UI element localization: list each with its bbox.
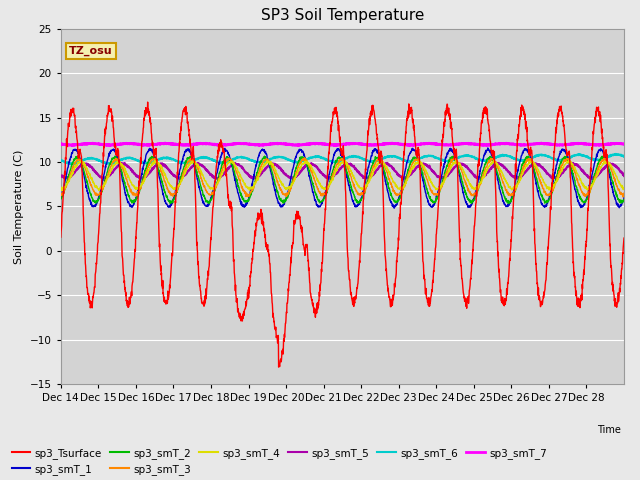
Legend: sp3_Tsurface, sp3_smT_1, sp3_smT_2, sp3_smT_3, sp3_smT_4, sp3_smT_5, sp3_smT_6, : sp3_Tsurface, sp3_smT_1, sp3_smT_2, sp3_… <box>12 448 547 475</box>
sp3_smT_3 <box>359 192 367 197</box>
sp3_smT_6 <box>57 157 65 163</box>
sp3_smT_6 <box>620 154 628 159</box>
sp3_smT_4 <box>586 185 594 191</box>
sp3_smT_7 <box>68 143 76 148</box>
sp3_smT_4 <box>571 164 579 170</box>
sp3_smT_6 <box>371 158 379 164</box>
sp3_smT_7 <box>620 141 628 147</box>
sp3_smT_2 <box>620 197 628 203</box>
Line: sp3_smT_5: sp3_smT_5 <box>61 163 624 179</box>
sp3_smT_7 <box>372 142 380 148</box>
sp3_smT_2 <box>57 196 65 202</box>
sp3_smT_1 <box>57 196 65 202</box>
sp3_smT_3 <box>57 192 65 198</box>
sp3_Tsurface <box>144 99 152 105</box>
sp3_smT_4 <box>620 185 628 191</box>
sp3_smT_6 <box>506 154 514 159</box>
sp3_Tsurface <box>57 234 65 240</box>
sp3_smT_4 <box>151 157 159 163</box>
sp3_smT_3 <box>586 188 594 194</box>
sp3_smT_4 <box>507 185 515 191</box>
sp3_smT_4 <box>359 187 367 192</box>
sp3_smT_3 <box>214 180 221 186</box>
Line: sp3_smT_7: sp3_smT_7 <box>61 143 624 145</box>
sp3_smT_7 <box>586 142 594 147</box>
sp3_smT_1 <box>571 186 579 192</box>
Y-axis label: Soil Temperature (C): Soil Temperature (C) <box>14 149 24 264</box>
sp3_smT_5 <box>506 171 514 177</box>
sp3_smT_5 <box>620 173 628 179</box>
sp3_smT_1 <box>214 166 221 171</box>
sp3_smT_3 <box>301 155 308 161</box>
sp3_smT_4 <box>57 185 65 191</box>
sp3_smT_4 <box>58 188 66 193</box>
sp3_smT_2 <box>586 187 594 193</box>
sp3_smT_3 <box>571 168 579 174</box>
sp3_smT_6 <box>612 151 620 157</box>
sp3_smT_2 <box>505 201 513 206</box>
Line: sp3_smT_6: sp3_smT_6 <box>61 154 624 164</box>
sp3_Tsurface <box>507 247 515 252</box>
sp3_smT_4 <box>214 180 222 185</box>
sp3_smT_3 <box>506 192 514 198</box>
sp3_smT_2 <box>571 177 579 183</box>
sp3_smT_3 <box>619 194 627 200</box>
sp3_smT_5 <box>57 173 65 179</box>
sp3_Tsurface <box>214 147 222 153</box>
sp3_smT_4 <box>372 164 380 170</box>
sp3_Tsurface <box>275 364 282 370</box>
sp3_smT_7 <box>214 142 222 148</box>
sp3_smT_2 <box>359 194 367 200</box>
sp3_smT_1 <box>359 189 367 195</box>
sp3_smT_5 <box>359 174 367 180</box>
sp3_smT_5 <box>214 175 221 181</box>
sp3_smT_7 <box>507 141 515 147</box>
sp3_smT_6 <box>359 156 367 162</box>
sp3_smT_7 <box>161 140 169 146</box>
sp3_smT_1 <box>620 194 628 200</box>
sp3_smT_2 <box>525 153 532 159</box>
sp3_smT_1 <box>371 147 379 153</box>
sp3_smT_2 <box>214 176 221 182</box>
Line: sp3_smT_1: sp3_smT_1 <box>61 148 624 208</box>
Line: sp3_smT_2: sp3_smT_2 <box>61 156 624 204</box>
sp3_smT_2 <box>506 199 514 205</box>
sp3_Tsurface <box>586 173 594 179</box>
sp3_smT_7 <box>571 141 579 146</box>
sp3_smT_6 <box>214 159 222 165</box>
Text: TZ_osu: TZ_osu <box>69 46 113 56</box>
Line: sp3_smT_4: sp3_smT_4 <box>61 160 624 191</box>
sp3_smT_3 <box>371 160 379 166</box>
sp3_smT_3 <box>620 190 628 196</box>
Title: SP3 Soil Temperature: SP3 Soil Temperature <box>260 9 424 24</box>
sp3_smT_5 <box>589 176 596 182</box>
sp3_Tsurface <box>620 235 628 241</box>
sp3_smT_5 <box>383 160 391 166</box>
sp3_smT_1 <box>390 205 398 211</box>
sp3_smT_1 <box>507 199 515 205</box>
sp3_smT_6 <box>586 155 594 161</box>
sp3_Tsurface <box>359 200 367 205</box>
sp3_smT_1 <box>484 145 492 151</box>
sp3_smT_5 <box>586 174 594 180</box>
sp3_smT_1 <box>586 180 594 186</box>
sp3_smT_6 <box>571 152 579 158</box>
sp3_Tsurface <box>571 273 579 279</box>
sp3_smT_6 <box>69 161 77 167</box>
sp3_smT_2 <box>371 157 379 163</box>
Line: sp3_smT_3: sp3_smT_3 <box>61 158 624 197</box>
sp3_smT_5 <box>371 170 379 176</box>
sp3_Tsurface <box>372 119 380 124</box>
sp3_smT_7 <box>359 142 367 147</box>
Text: Time: Time <box>597 425 621 435</box>
sp3_smT_7 <box>57 141 65 147</box>
Line: sp3_Tsurface: sp3_Tsurface <box>61 102 624 367</box>
sp3_smT_5 <box>571 161 579 167</box>
